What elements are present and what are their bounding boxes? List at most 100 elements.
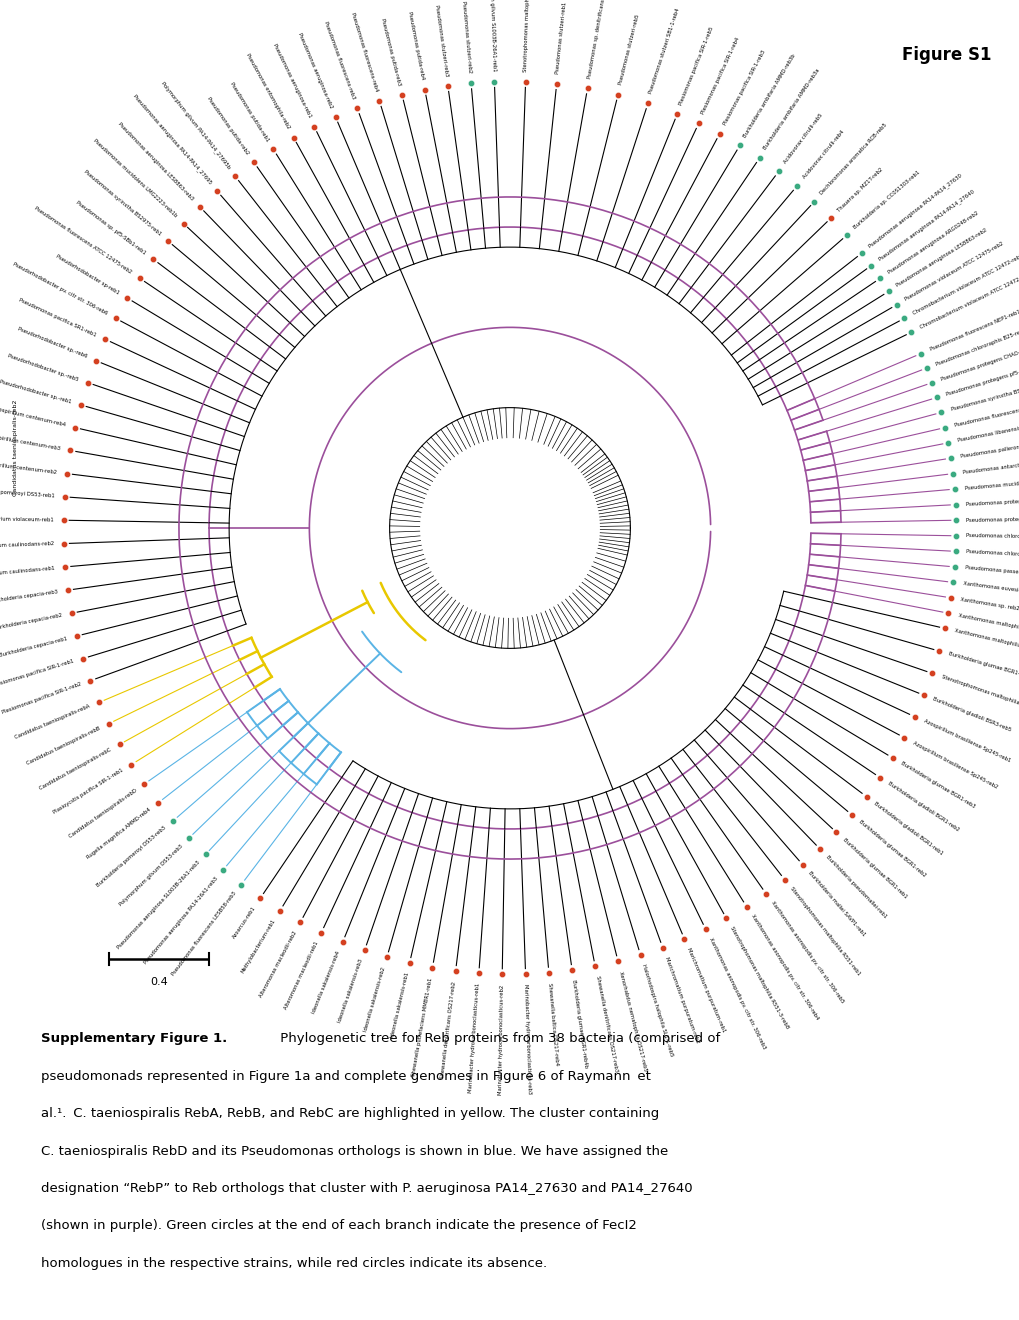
Text: Pseudomonas stutzeri-reb2: Pseudomonas stutzeri-reb2 xyxy=(461,1,472,74)
Text: Pseudomonas fluorescens NEP1-reb1: Pseudomonas fluorescens NEP1-reb1 xyxy=(928,309,1019,352)
Text: Rhodospirillum centenum-reb4: Rhodospirillum centenum-reb4 xyxy=(0,404,66,428)
Text: Pseudomonas fluorescens-reb4: Pseudomonas fluorescens-reb4 xyxy=(350,12,379,92)
Text: Pseudorhodobacter sp.-reb5: Pseudorhodobacter sp.-reb5 xyxy=(7,352,79,381)
Text: Azorhizobium caulinodans-reb1: Azorhizobium caulinodans-reb1 xyxy=(0,565,55,578)
Text: Pseudomonas stutzeri-reb3: Pseudomonas stutzeri-reb3 xyxy=(433,4,448,77)
Text: Pseudomonas pacifica SR1-reb1: Pseudomonas pacifica SR1-reb1 xyxy=(18,297,97,338)
Text: Pseudomonas aeruginosa PA14-26A1-reb3: Pseudomonas aeruginosa PA14-26A1-reb3 xyxy=(143,876,218,965)
Text: Pseudomonas aeruginosa LES8863-reb3: Pseudomonas aeruginosa LES8863-reb3 xyxy=(117,121,195,202)
Text: Azoarcus-reb1: Azoarcus-reb1 xyxy=(231,906,257,940)
Text: Xanthomonas maltophilia-reb1: Xanthomonas maltophilia-reb1 xyxy=(953,628,1019,652)
Text: Stenotrophomonas maltophilia R551-3-reb8: Stenotrophomonas maltophilia R551-3-reb8 xyxy=(729,927,789,1030)
Text: Marinobacter hydrocarbonoclasticus-reb1: Marinobacter hydrocarbonoclasticus-reb1 xyxy=(468,983,480,1093)
Text: Burkholderia glumae BGR1-reb4b: Burkholderia glumae BGR1-reb4b xyxy=(571,979,588,1069)
Text: Azospirillum brasiliense Sp245-reb1: Azospirillum brasiliense Sp245-reb1 xyxy=(922,718,1010,763)
Text: Candidatus taeniospiralis-rebA: Candidatus taeniospiralis-rebA xyxy=(14,704,91,741)
Text: Pseudomonas protegens pf5-reb1: Pseudomonas protegens pf5-reb1 xyxy=(965,496,1019,507)
Text: Marinobacter hydrocarbonoclasticus-reb3: Marinobacter hydrocarbonoclasticus-reb3 xyxy=(523,985,532,1094)
Text: homologues in the respective strains, while red circles indicate its absence.: homologues in the respective strains, wh… xyxy=(41,1257,546,1270)
Text: Alteromonas macleodii-reb1: Alteromonas macleodii-reb1 xyxy=(283,941,319,1011)
Text: Plesiomonas pacifica SIR-1-reb4: Plesiomonas pacifica SIR-1-reb4 xyxy=(700,37,740,115)
Text: Marichromatium purpuratum-reb2: Marichromatium purpuratum-reb2 xyxy=(663,956,699,1044)
Text: C. taeniospiralis RebD and its Pseudomonas orthologs is shown in blue. We have a: C. taeniospiralis RebD and its Pseudomon… xyxy=(41,1144,667,1158)
Text: Shewanella putrefaciens MMBR1-reb1: Shewanella putrefaciens MMBR1-reb1 xyxy=(411,977,433,1077)
Text: Polymorphum gilvum DS53-reb3: Polymorphum gilvum DS53-reb3 xyxy=(118,843,183,907)
Text: Pseudomonas protegens CHAO-reb2: Pseudomonas protegens CHAO-reb2 xyxy=(965,516,1019,523)
Text: Burkholderia mallei SAVP1-reb1: Burkholderia mallei SAVP1-reb1 xyxy=(807,871,866,937)
Text: Plesiomonas pacifica SIR-1-reb3: Plesiomonas pacifica SIR-1-reb3 xyxy=(721,50,765,127)
Text: Burkholderia sp. CC0S1303-reb1: Burkholderia sp. CC0S1303-reb1 xyxy=(852,170,920,231)
Text: Pseudomonas putida-reb4: Pseudomonas putida-reb4 xyxy=(407,12,425,81)
Text: al.¹.  C. taeniospiralis RebA, RebB, and RebC are highlighted in yellow. The clu: al.¹. C. taeniospiralis RebA, RebB, and … xyxy=(41,1107,658,1121)
Text: Burkholderia pomeroyi DS53-reb3: Burkholderia pomeroyi DS53-reb3 xyxy=(96,825,167,888)
Text: Phylogenetic tree for Reb proteins from 38 bacteria (comprised of: Phylogenetic tree for Reb proteins from … xyxy=(275,1032,719,1045)
Text: Pseudorhodobacter sp.-reb6: Pseudorhodobacter sp.-reb6 xyxy=(16,327,88,359)
Text: Pseudomonas aeruginosa PA14-PA14_27695: Pseudomonas aeruginosa PA14-PA14_27695 xyxy=(131,94,213,185)
Text: Xenorhabdus nematophila OS217-reb5: Xenorhabdus nematophila OS217-reb5 xyxy=(618,970,647,1072)
Text: Shewanella denitrificans OS217-reb2: Shewanella denitrificans OS217-reb2 xyxy=(439,981,457,1078)
Text: Rugelia magnifica AMMD-reb4: Rugelia magnifica AMMD-reb4 xyxy=(86,807,152,861)
Text: Dechloromonas aromatica RCB-reb5: Dechloromonas aromatica RCB-reb5 xyxy=(818,123,888,195)
Text: Xanthomonas maltophilia BS3265-reb2: Xanthomonas maltophilia BS3265-reb2 xyxy=(957,612,1019,638)
Text: Burkholderia ambifaria AMMD-reb3a: Burkholderia ambifaria AMMD-reb3a xyxy=(762,69,820,150)
Text: Xanthomonas euvesicatoria pv BS2975-reb2: Xanthomonas euvesicatoria pv BS2975-reb2 xyxy=(962,581,1019,601)
Text: Pseudomonas violaceum ATCC 12475-reb2: Pseudomonas violaceum ATCC 12475-reb2 xyxy=(903,242,1004,302)
Text: Burkholderia cepacia-reb3: Burkholderia cepacia-reb3 xyxy=(0,589,58,603)
Text: Rhodospirillum centenum-reb2: Rhodospirillum centenum-reb2 xyxy=(0,459,57,475)
Text: Pseudomonas fluorescens LESB58-reb3: Pseudomonas fluorescens LESB58-reb3 xyxy=(170,891,237,977)
Text: Pseudomonas fluorescens A506-reb1: Pseudomonas fluorescens A506-reb1 xyxy=(953,401,1019,428)
Text: Pseudomonas chlororaphis B25-reb1: Pseudomonas chlororaphis B25-reb1 xyxy=(934,327,1019,367)
Text: Pseudomonas chlororaphis B25-reb2: Pseudomonas chlororaphis B25-reb2 xyxy=(965,549,1019,560)
Text: Xanthomonas sp. reb2: Xanthomonas sp. reb2 xyxy=(960,597,1019,611)
Text: Burkholderia gladioli BGR1-reb2: Burkholderia gladioli BGR1-reb2 xyxy=(887,781,959,833)
Text: Supplementary Figure 1.: Supplementary Figure 1. xyxy=(41,1032,227,1045)
Text: Burkholderia gladioli BGR1-reb1: Burkholderia gladioli BGR1-reb1 xyxy=(872,801,943,855)
Text: pseudomonads represented in Figure 1a and complete genomes in Figure 6 of Rayman: pseudomonads represented in Figure 1a an… xyxy=(41,1069,650,1082)
Text: Stenotrophomonas maltophilia OS217-reb5: Stenotrophomonas maltophilia OS217-reb5 xyxy=(940,675,1019,717)
Text: Xanthomonas axonopodis pv. citr str. 306-reb3: Xanthomonas axonopodis pv. citr str. 306… xyxy=(707,937,765,1051)
Text: Chromobacterium violaceum-reb1: Chromobacterium violaceum-reb1 xyxy=(0,516,54,523)
Text: Pseudomonas fluorescens-reb3: Pseudomonas fluorescens-reb3 xyxy=(323,21,356,100)
Text: Pseudomonas antarctica BS2772-reb1: Pseudomonas antarctica BS2772-reb1 xyxy=(962,458,1019,475)
Text: Pseudomonas sp. denitrificans S: Pseudomonas sp. denitrificans S xyxy=(586,0,606,79)
Text: Acidovorax citrulli-reb4: Acidovorax citrulli-reb4 xyxy=(801,129,844,180)
Text: Pseudomonas mucidolens LMG2223-reb1: Pseudomonas mucidolens LMG2223-reb1 xyxy=(964,477,1019,491)
Text: Azorhizobium caulinodans-reb2: Azorhizobium caulinodans-reb2 xyxy=(0,541,54,549)
Text: 0.4: 0.4 xyxy=(150,977,167,987)
Text: Burkholderia glumae BGR1-reb4: Burkholderia glumae BGR1-reb4 xyxy=(947,651,1019,680)
Text: Pseudomonas aeruginosa PA14-PA14_27630: Pseudomonas aeruginosa PA14-PA14_27630 xyxy=(867,173,963,249)
Text: Pseudomonas protegens CHAO-reb1: Pseudomonas protegens CHAO-reb1 xyxy=(940,346,1019,381)
Text: Pseudomonas syrinxtha BS2975-reb1: Pseudomonas syrinxtha BS2975-reb1 xyxy=(83,169,162,236)
Text: Pseudomonas aeruginosa-reb2: Pseudomonas aeruginosa-reb2 xyxy=(298,32,333,108)
Text: Pseudomonas syrinxtha BS33R-reb1: Pseudomonas syrinxtha BS33R-reb1 xyxy=(950,383,1019,412)
Text: Burkholderia glumae BGR1-reb1: Burkholderia glumae BGR1-reb1 xyxy=(842,837,907,900)
Text: Pseudomonas palleroniana BS3265-reb1: Pseudomonas palleroniana BS3265-reb1 xyxy=(960,437,1019,459)
Text: Pseudomonas aeruginosa-reb1: Pseudomonas aeruginosa-reb1 xyxy=(271,44,312,119)
Text: Polymorphum gilvum SL003B-26A1-reb1: Polymorphum gilvum SL003B-26A1-reb1 xyxy=(487,0,496,71)
Text: Pseudorhodobacter sp-reb1: Pseudorhodobacter sp-reb1 xyxy=(55,253,120,296)
Text: Marinobacter hydrocarbonoclasticus-reb2: Marinobacter hydrocarbonoclasticus-reb2 xyxy=(497,985,504,1094)
Text: Pseudorhodobacter pv. citr str. 306-reb6: Pseudorhodobacter pv. citr str. 306-reb6 xyxy=(12,261,108,315)
Text: Plesiomonas pacifica SIR-1-reb2: Plesiomonas pacifica SIR-1-reb2 xyxy=(1,681,82,715)
Text: Azospirillum brasiliense Sp245-reb2: Azospirillum brasiliense Sp245-reb2 xyxy=(911,741,998,789)
Text: Pseudomonas libanensis BS2975-reb1: Pseudomonas libanensis BS2975-reb1 xyxy=(957,420,1019,444)
Text: Stenotrophomonas maltophilia SB1-1-reb5: Stenotrophomonas maltophilia SB1-1-reb5 xyxy=(523,0,532,71)
Text: Pseudomonas putida-reb1: Pseudomonas putida-reb1 xyxy=(229,81,270,143)
Text: Acidovorax citrulli-reb5: Acidovorax citrulli-reb5 xyxy=(782,112,823,165)
Text: Candidatus taeniospiralis-rebB: Candidatus taeniospiralis-rebB xyxy=(25,726,101,766)
Text: Methylobacterium-reb1: Methylobacterium-reb1 xyxy=(240,917,277,974)
Text: Chromobacterium violaceum ATCC 12472-reb4: Chromobacterium violaceum ATCC 12472-reb… xyxy=(918,271,1019,330)
Text: Alteromonas macleodii-reb2: Alteromonas macleodii-reb2 xyxy=(258,929,298,998)
Text: Pseudomonas sp. pf5-SBb1-reb1: Pseudomonas sp. pf5-SBb1-reb1 xyxy=(75,199,147,255)
Text: Burkholderia pseudomallei-reb1: Burkholderia pseudomallei-reb1 xyxy=(824,854,888,919)
Text: Ideonella sakaiensis-reb4: Ideonella sakaiensis-reb4 xyxy=(311,950,341,1014)
Text: Marichromatium purpuratum-reb1: Marichromatium purpuratum-reb1 xyxy=(686,948,726,1034)
Text: Candidatus taeniospiralis-reb2: Candidatus taeniospiralis-reb2 xyxy=(13,400,18,496)
Text: Candidatus taeniospiralis-rebC: Candidatus taeniospiralis-rebC xyxy=(39,747,112,791)
Text: Plasioycstis pacifica SIR-1-reb1: Plasioycstis pacifica SIR-1-reb1 xyxy=(52,768,124,816)
Text: Rhodospirillum centenum-reb3: Rhodospirillum centenum-reb3 xyxy=(0,432,61,451)
Text: Pseudomonas aeruginosa LES8863-reb2: Pseudomonas aeruginosa LES8863-reb2 xyxy=(895,227,987,288)
Text: Burkholderia glumae BGR1-reb3: Burkholderia glumae BGR1-reb3 xyxy=(899,760,975,809)
Text: Pseudomonas protegens pf5-reb2: Pseudomonas protegens pf5-reb2 xyxy=(945,366,1019,397)
Text: Ruegeria pomeroyi DS53-reb1: Ruegeria pomeroyi DS53-reb1 xyxy=(0,488,55,499)
